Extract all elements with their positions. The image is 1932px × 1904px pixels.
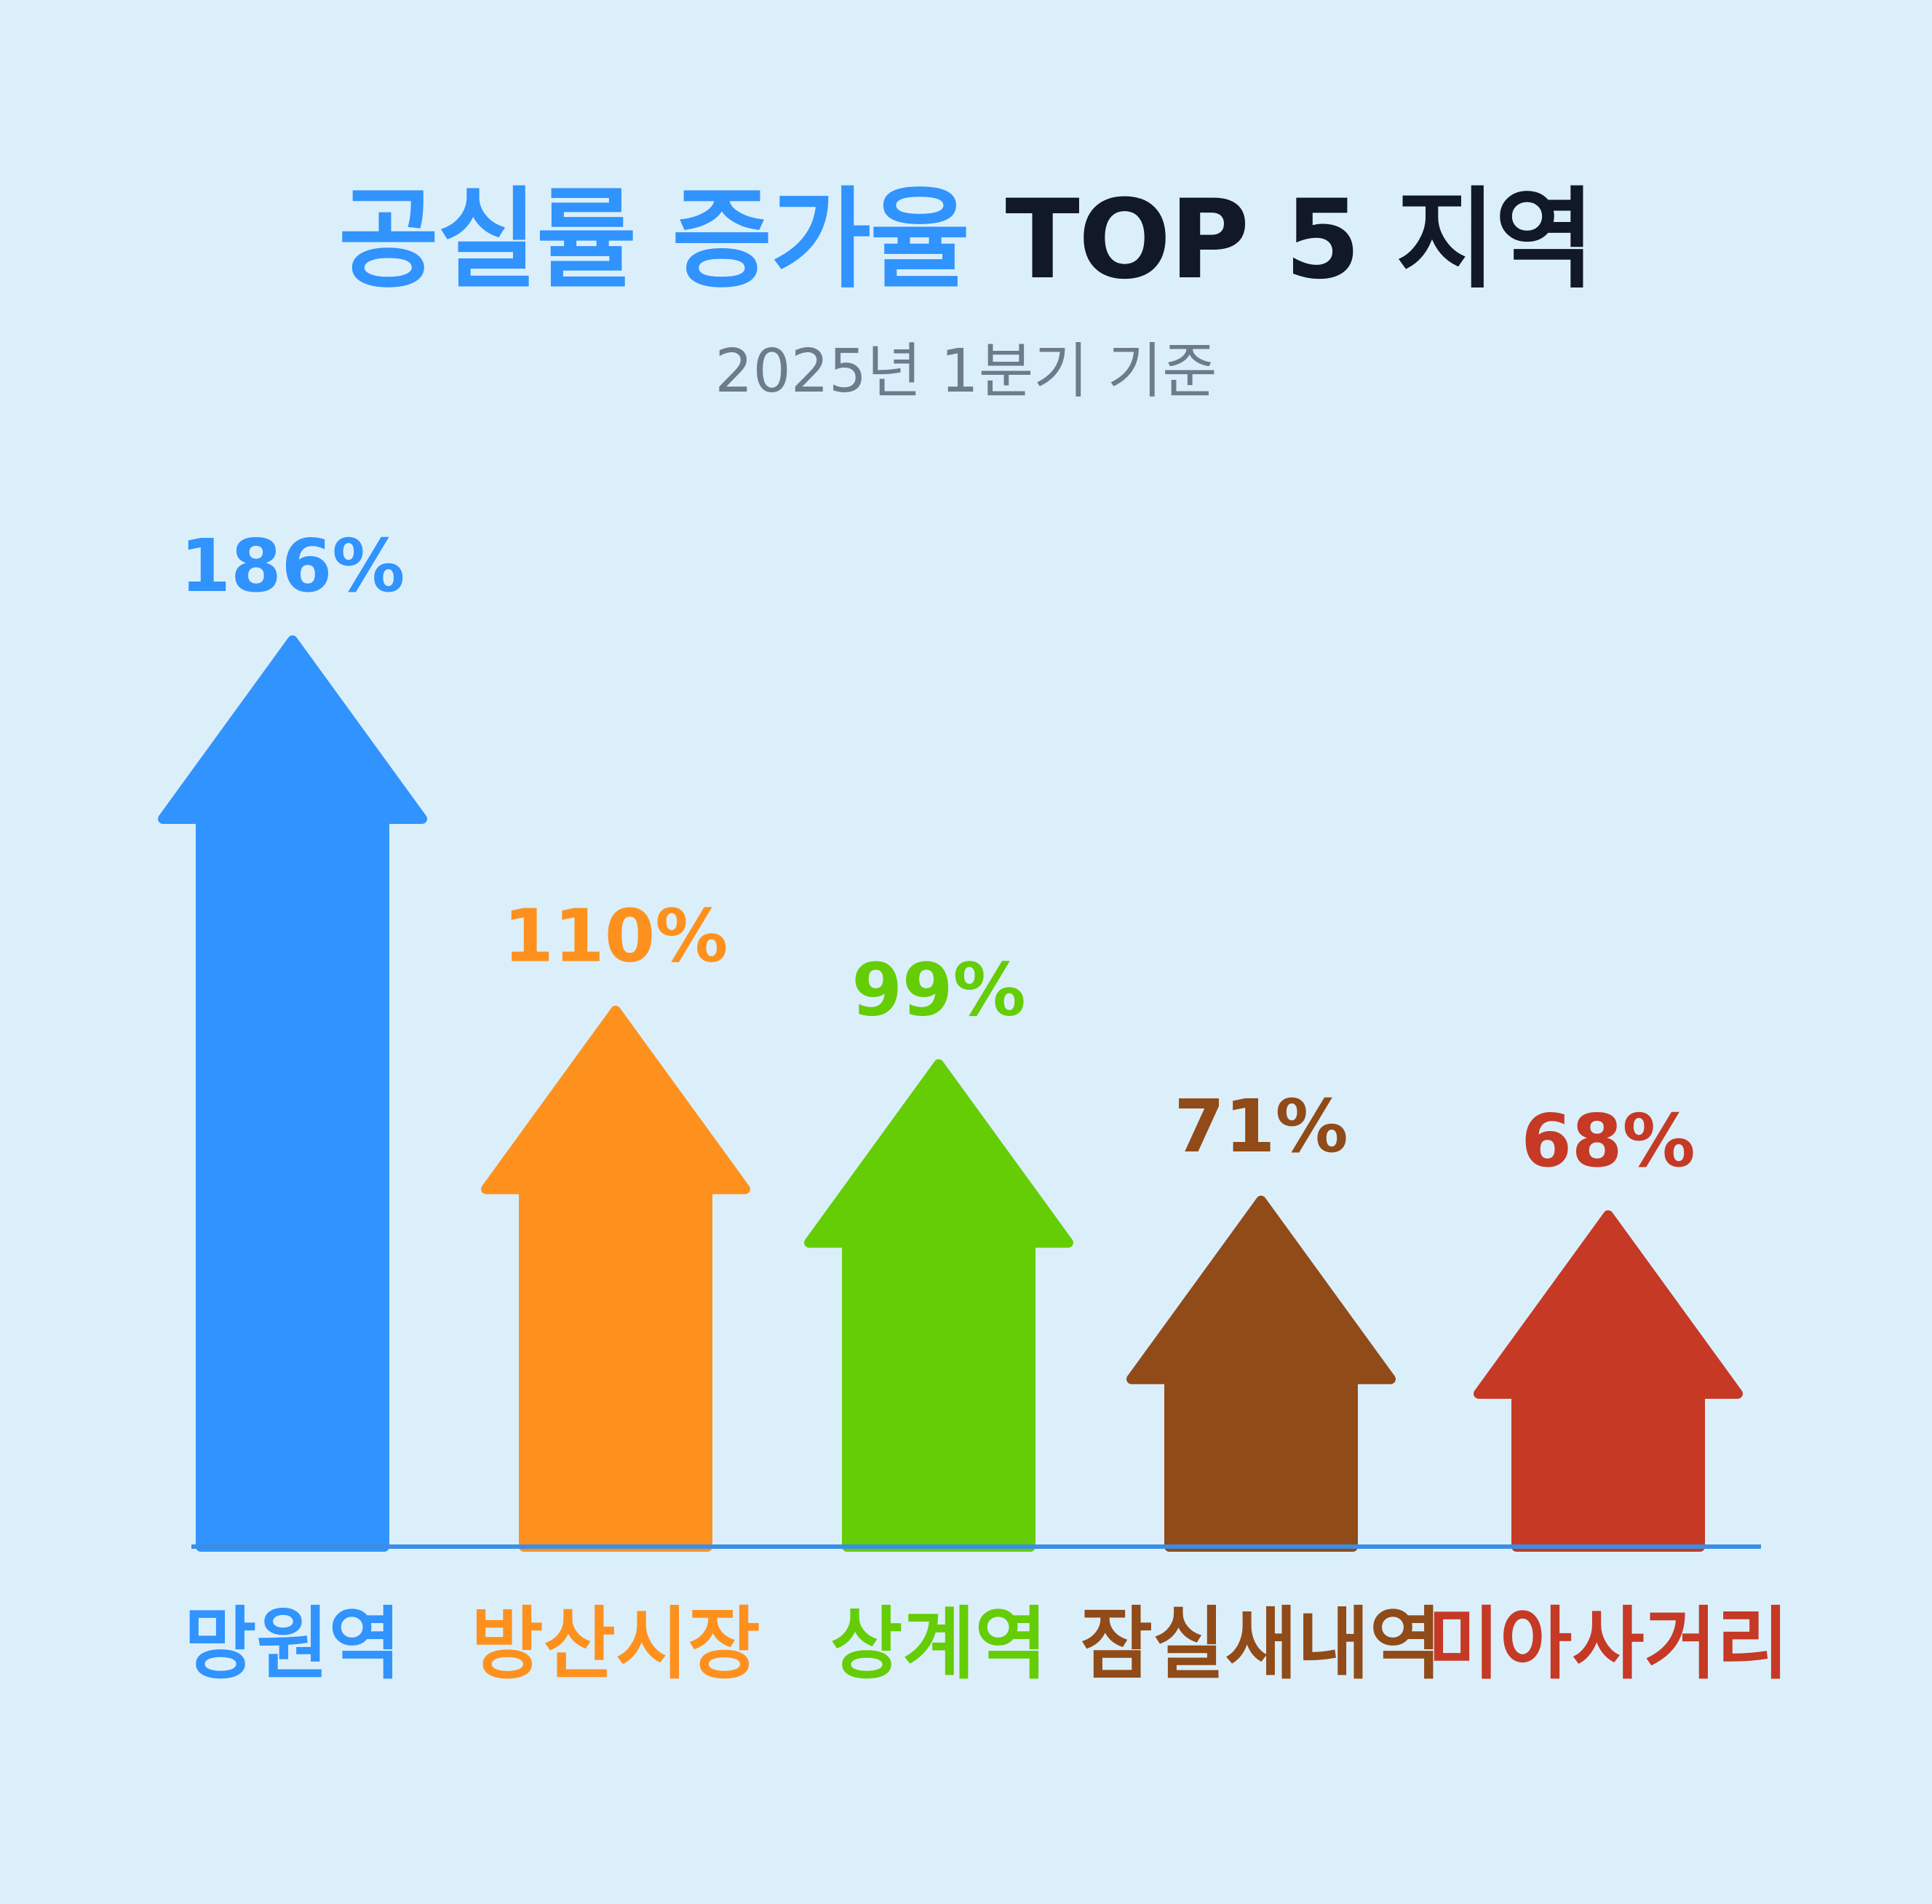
bar-arrow-2 xyxy=(481,1005,750,1552)
category-label-2: 방산시장 xyxy=(471,1599,760,1690)
value-label-4: 71% xyxy=(1174,1084,1348,1169)
bar-arrow-4 xyxy=(1126,1195,1396,1552)
chart-title-highlight: 공실률 증가율 xyxy=(338,177,970,304)
chart-marks xyxy=(158,635,1761,1552)
category-label-5: 미아사거리 xyxy=(1428,1599,1789,1690)
bar-arrow-3 xyxy=(804,1059,1073,1552)
chart-labels: 186% 망원역 110% 방산시장 99% 상계역 71% 잠실새내역 68% 미아사거리 xyxy=(180,523,1789,1690)
chart-title: 공실률 증가율 TOP 5 지역 xyxy=(0,186,1932,295)
bar-arrow-5 xyxy=(1474,1210,1743,1552)
chart-subtitle: 2025년 1분기 기준 xyxy=(715,337,1217,406)
chart-title-rest: TOP 5 지역 xyxy=(1005,177,1595,304)
value-label-1: 186% xyxy=(180,523,405,608)
category-label-4: 잠실새내역 xyxy=(1081,1599,1442,1690)
bar-arrow-1 xyxy=(158,635,427,1552)
category-label-1: 망원역 xyxy=(184,1599,401,1690)
value-label-2: 110% xyxy=(504,894,728,979)
value-label-5: 68% xyxy=(1521,1098,1695,1183)
category-label-3: 상계역 xyxy=(830,1599,1047,1690)
value-label-3: 99% xyxy=(851,947,1025,1032)
